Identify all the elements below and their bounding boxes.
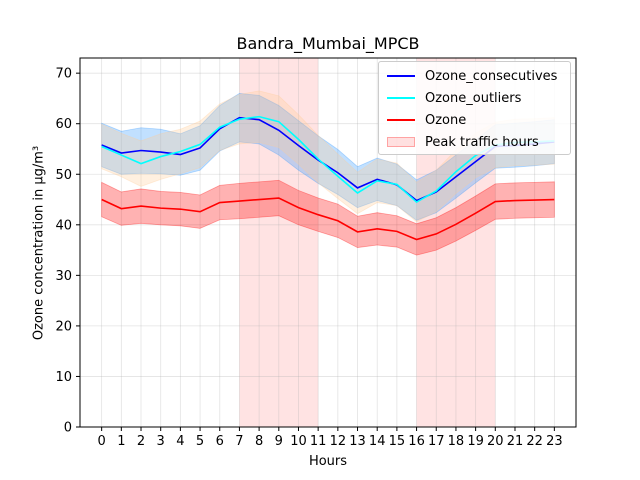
legend-label: Ozone: [425, 112, 467, 128]
x-tick-label: 10: [290, 434, 307, 449]
y-tick-label: 50: [55, 168, 72, 183]
x-tick-label: 8: [255, 434, 263, 449]
legend: Ozone_consecutives Ozone_outliers Ozone …: [378, 61, 571, 155]
x-tick-label: 15: [389, 434, 406, 449]
x-tick-label: 0: [98, 434, 106, 449]
legend-item-peak-hours: Peak traffic hours: [387, 133, 539, 151]
x-tick-label: 1: [117, 434, 125, 449]
chart-title: Bandra_Mumbai_MPCB: [236, 34, 420, 53]
y-axis-ticks: 0 10 20 30 40 50 60 70: [55, 67, 80, 436]
x-tick-label: 13: [349, 434, 366, 449]
y-tick-label: 70: [55, 67, 72, 82]
x-tick-label: 23: [546, 434, 563, 449]
x-tick-label: 2: [137, 434, 145, 449]
y-tick-label: 60: [55, 117, 72, 132]
x-tick-label: 18: [448, 434, 465, 449]
x-tick-label: 16: [408, 434, 425, 449]
legend-label: Ozone_consecutives: [425, 68, 558, 84]
legend-label: Ozone_outliers: [425, 90, 522, 106]
x-axis-ticks: 0 1 2 3 4 5 6 7 8 9 10 11 12 13 14 15 16 17 18 19 20 21 22 23: [98, 427, 563, 449]
y-axis-label: Ozone concentration in µg/m³: [31, 145, 47, 341]
plot-frame: [79, 57, 577, 428]
legend-label: Peak traffic hours: [425, 134, 539, 150]
legend-item-outliers: Ozone_outliers: [387, 89, 521, 107]
series-line: [101, 116, 555, 202]
x-tick-label: 17: [428, 434, 445, 449]
legend-swatch: [387, 75, 415, 77]
y-tick-label: 20: [55, 319, 72, 334]
y-tick-label: 30: [55, 269, 72, 284]
legend-swatch: [387, 137, 415, 147]
legend-item-ozone: Ozone: [387, 111, 466, 129]
x-tick-label: 14: [369, 434, 386, 449]
legend-item-consecutives: Ozone_consecutives: [387, 67, 557, 85]
y-tick-label: 0: [64, 421, 72, 436]
x-tick-label: 4: [176, 434, 184, 449]
y-tick-label: 40: [55, 218, 72, 233]
x-tick-label: 9: [275, 434, 283, 449]
x-tick-label: 7: [235, 434, 243, 449]
x-tick-label: 19: [467, 434, 484, 449]
x-axis-label: Hours: [308, 454, 348, 469]
x-tick-label: 22: [526, 434, 543, 449]
x-tick-label: 6: [216, 434, 224, 449]
x-tick-label: 21: [507, 434, 524, 449]
legend-swatch: [387, 119, 415, 121]
x-tick-label: 5: [196, 434, 204, 449]
x-tick-label: 11: [310, 434, 327, 449]
legend-swatch: [387, 97, 415, 99]
x-tick-label: 3: [157, 434, 165, 449]
series-line: [101, 197, 555, 241]
x-tick-label: 20: [487, 434, 504, 449]
y-tick-label: 10: [55, 370, 72, 385]
x-tick-label: 12: [330, 434, 347, 449]
